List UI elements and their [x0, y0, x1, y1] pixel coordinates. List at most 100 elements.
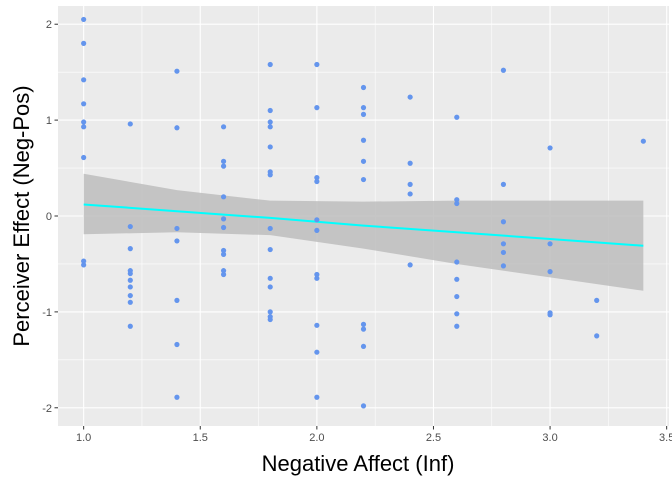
data-point — [174, 297, 180, 303]
trend-line — [83, 203, 644, 247]
data-point — [267, 61, 273, 68]
data-point — [360, 111, 367, 117]
data-point — [500, 219, 507, 225]
data-point — [360, 176, 367, 183]
data-point — [81, 101, 87, 107]
data-point — [594, 297, 600, 303]
data-point — [407, 160, 413, 166]
data-point — [360, 105, 367, 111]
confidence-band — [83, 173, 644, 291]
data-point — [500, 249, 507, 256]
data-point — [81, 154, 87, 161]
data-point — [220, 163, 227, 169]
data-point — [267, 316, 273, 323]
data-point — [454, 259, 460, 265]
data-point — [267, 144, 273, 150]
data-point — [454, 114, 460, 120]
data-point — [547, 145, 553, 151]
data-point — [500, 67, 507, 73]
data-point — [500, 181, 507, 187]
x-tick-label: 1.0 — [76, 432, 91, 444]
data-point — [220, 158, 227, 164]
data-point — [127, 292, 133, 299]
y-tick-label: -1 — [42, 307, 52, 319]
data-point — [267, 246, 273, 253]
data-point — [454, 293, 460, 300]
data-point — [267, 119, 273, 125]
x-tick-label: 3.0 — [542, 432, 557, 444]
data-point — [407, 94, 413, 100]
data-point — [174, 394, 180, 400]
data-point — [314, 105, 320, 111]
data-point — [314, 175, 320, 181]
data-point — [314, 217, 320, 223]
data-point — [220, 216, 227, 222]
data-point — [454, 323, 460, 329]
data-point — [220, 268, 227, 274]
data-point — [267, 124, 273, 130]
data-point — [360, 321, 367, 327]
scatter-points — [81, 16, 646, 409]
data-point — [594, 333, 600, 339]
data-point — [454, 276, 460, 282]
data-point — [360, 158, 367, 164]
data-point — [314, 322, 320, 328]
data-point — [407, 181, 413, 187]
x-tick-label: 2.0 — [309, 432, 324, 444]
data-point — [174, 341, 180, 348]
data-point — [127, 284, 133, 290]
data-point — [314, 61, 320, 68]
data-point — [174, 238, 180, 244]
data-point — [267, 284, 273, 290]
data-point — [174, 225, 180, 232]
data-point — [360, 326, 367, 332]
data-point — [407, 191, 413, 197]
y-tick-label: 1 — [46, 115, 52, 127]
data-point — [500, 263, 507, 269]
data-point — [454, 197, 460, 203]
y-tick-label: -2 — [42, 403, 52, 415]
confidence-band-layer — [83, 173, 644, 291]
x-axis-title: Negative Affect (Inf) — [262, 451, 455, 476]
data-point — [81, 119, 87, 125]
data-point — [547, 269, 553, 275]
data-point — [220, 247, 227, 254]
data-point — [127, 121, 133, 127]
data-point — [81, 258, 87, 264]
data-point — [127, 323, 133, 329]
y-axis: -2 -1 0 1 2 — [42, 19, 58, 415]
data-point — [127, 270, 133, 277]
data-point — [267, 225, 273, 232]
y-tick-label: 0 — [46, 211, 52, 223]
data-point — [174, 68, 180, 74]
data-point — [81, 77, 87, 83]
y-tick-label: 2 — [46, 19, 52, 31]
data-point — [500, 241, 507, 247]
data-point — [127, 246, 133, 252]
data-point — [267, 172, 273, 178]
data-point — [81, 16, 87, 23]
data-point — [220, 124, 227, 130]
data-point — [360, 343, 367, 350]
data-point — [220, 271, 227, 278]
data-point — [220, 194, 227, 200]
data-point — [267, 107, 273, 114]
data-point — [314, 349, 320, 355]
data-point — [314, 394, 320, 400]
data-point — [81, 124, 87, 130]
data-point — [220, 224, 227, 231]
x-tick-label: 2.5 — [426, 432, 441, 444]
data-point — [81, 40, 87, 46]
x-axis: 1.0 1.5 2.0 2.5 3.0 3.5 — [76, 426, 672, 444]
data-point — [547, 241, 553, 247]
data-point — [127, 277, 133, 283]
data-point — [547, 312, 553, 318]
trend-line-layer — [83, 203, 644, 247]
y-axis-title: Perceiver Effect (Neg-Pos) — [9, 85, 34, 346]
data-point — [314, 178, 320, 185]
data-point — [314, 227, 320, 233]
data-point — [127, 299, 133, 305]
data-point — [267, 309, 273, 315]
data-point — [454, 311, 460, 317]
